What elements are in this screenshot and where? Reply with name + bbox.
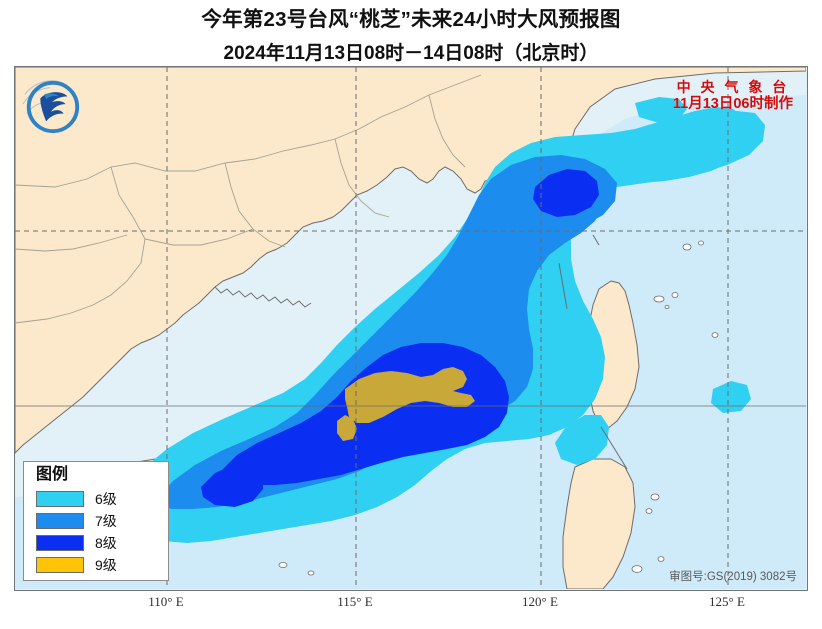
map-approval-number: 审图号:GS(2019) 3082号 [669,571,797,583]
cma-logo-icon [22,80,80,134]
lon-tick-125e: 125° E [709,594,745,609]
wind-zone-level-8-west-spur [201,465,263,507]
lon-tick-115e: 115° E [337,594,373,609]
agency-issue-time: 11月13日06时制作 [672,95,793,112]
legend-swatch-level-7 [36,513,84,529]
graticule-lines [15,67,806,589]
wind-zone-level-7 [155,159,603,509]
wind-zone-level-9-tail [337,415,357,441]
legend-label-level-7: 7级 [95,513,117,529]
legend-label-level-6: 6级 [95,491,117,507]
lon-tick-110e: 110° E [148,594,184,609]
legend-swatch-level-8 [36,535,84,551]
page-subtitle: 2024年11月13日08时－14日08时（北京时） [223,42,599,64]
agency-name: 中 央 气 象 台 [676,79,790,95]
ocean-island-specks [278,240,719,576]
wind-zone-level-6-patch-d [555,415,609,465]
wind-zone-level-6-patch-a [635,97,687,123]
legend-title: 图例 [36,466,69,483]
agency-attribution: 中 央 气 象 台 11月13日06时制作 [673,79,793,113]
legend-swatch-level-6 [36,491,84,507]
wind-zone-level-9-core [345,367,475,423]
lon-tick-120e: 120° E [522,594,558,609]
wind-zone-level-6-patch-b [703,109,749,135]
legend-panel: 图例 6级 7级 8级 9级 [23,461,169,581]
luzon-island [562,458,636,589]
legend-label-level-8: 8级 [95,535,117,551]
legend-label-level-9: 9级 [95,557,117,573]
legend-item-level-6[interactable]: 6级 [36,488,168,510]
legend-item-level-9[interactable]: 9级 [36,554,168,576]
coastline-detail [214,286,312,308]
map-frame[interactable]: 中 央 气 象 台 11月13日06时制作 审图号:GS(2019) 3082号… [14,66,808,591]
legend-swatch-level-9 [36,557,84,573]
wind-zone-level-8-northeast-spur [533,169,599,217]
page-title: 今年第23号台风“桃芝”未来24小时大风预报图 [201,8,621,31]
wind-zone-level-6-patch-c [711,381,751,413]
title-block: 今年第23号台风“桃芝”未来24小时大风预报图 2024年11月13日08时－1… [0,0,822,66]
province-borders [15,74,482,324]
ocean-island-lines [558,234,628,470]
legend-item-level-8[interactable]: 8级 [36,532,168,554]
legend-item-level-7[interactable]: 7级 [36,510,168,532]
forecast-map-canvas[interactable] [15,67,806,589]
